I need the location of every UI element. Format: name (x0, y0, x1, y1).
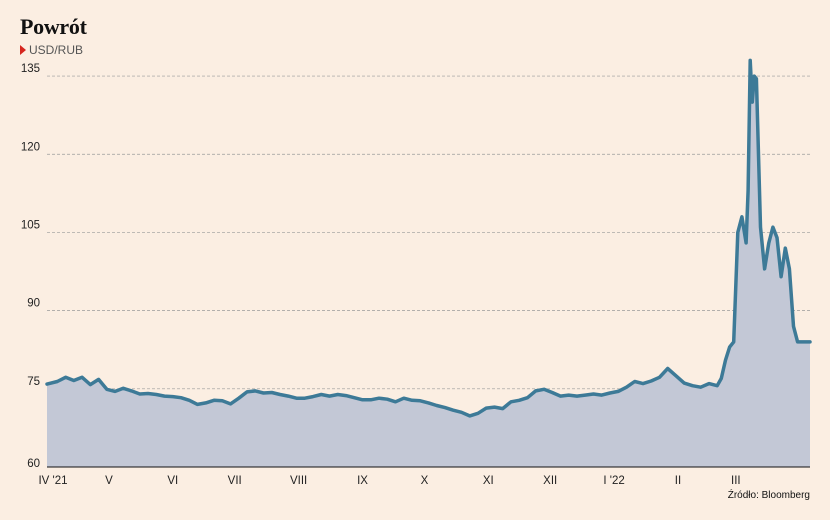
series-area (47, 60, 810, 468)
y-tick-label: 60 (27, 458, 40, 470)
red-triangle-icon (20, 45, 26, 55)
y-tick-label: 120 (21, 141, 40, 153)
x-tick-label: V (105, 475, 113, 487)
x-tick-label: X (421, 475, 429, 487)
x-tick-label: VI (167, 475, 178, 487)
x-tick-label: XI (483, 475, 494, 487)
source-note: Źródło: Bloomberg (727, 490, 810, 501)
x-tick-label: XII (543, 475, 557, 487)
chart-subtitle: USD/RUB (20, 43, 83, 57)
y-tick-label: 105 (21, 219, 40, 231)
y-tick-label: 135 (21, 63, 40, 75)
x-tick-label: IX (357, 475, 368, 487)
x-tick-label: IV '21 (38, 475, 67, 487)
x-tick-label: III (731, 475, 741, 487)
x-tick-label: I '22 (603, 475, 624, 487)
y-tick-label: 90 (27, 298, 40, 310)
y-tick-label: 75 (27, 376, 40, 388)
x-tick-label: VIII (290, 475, 307, 487)
x-tick-label: II (675, 475, 681, 487)
x-tick-label: VII (228, 475, 242, 487)
series-line (45, 58, 812, 418)
series-label: USD/RUB (29, 43, 84, 57)
chart-title: Powrót (20, 14, 87, 39)
